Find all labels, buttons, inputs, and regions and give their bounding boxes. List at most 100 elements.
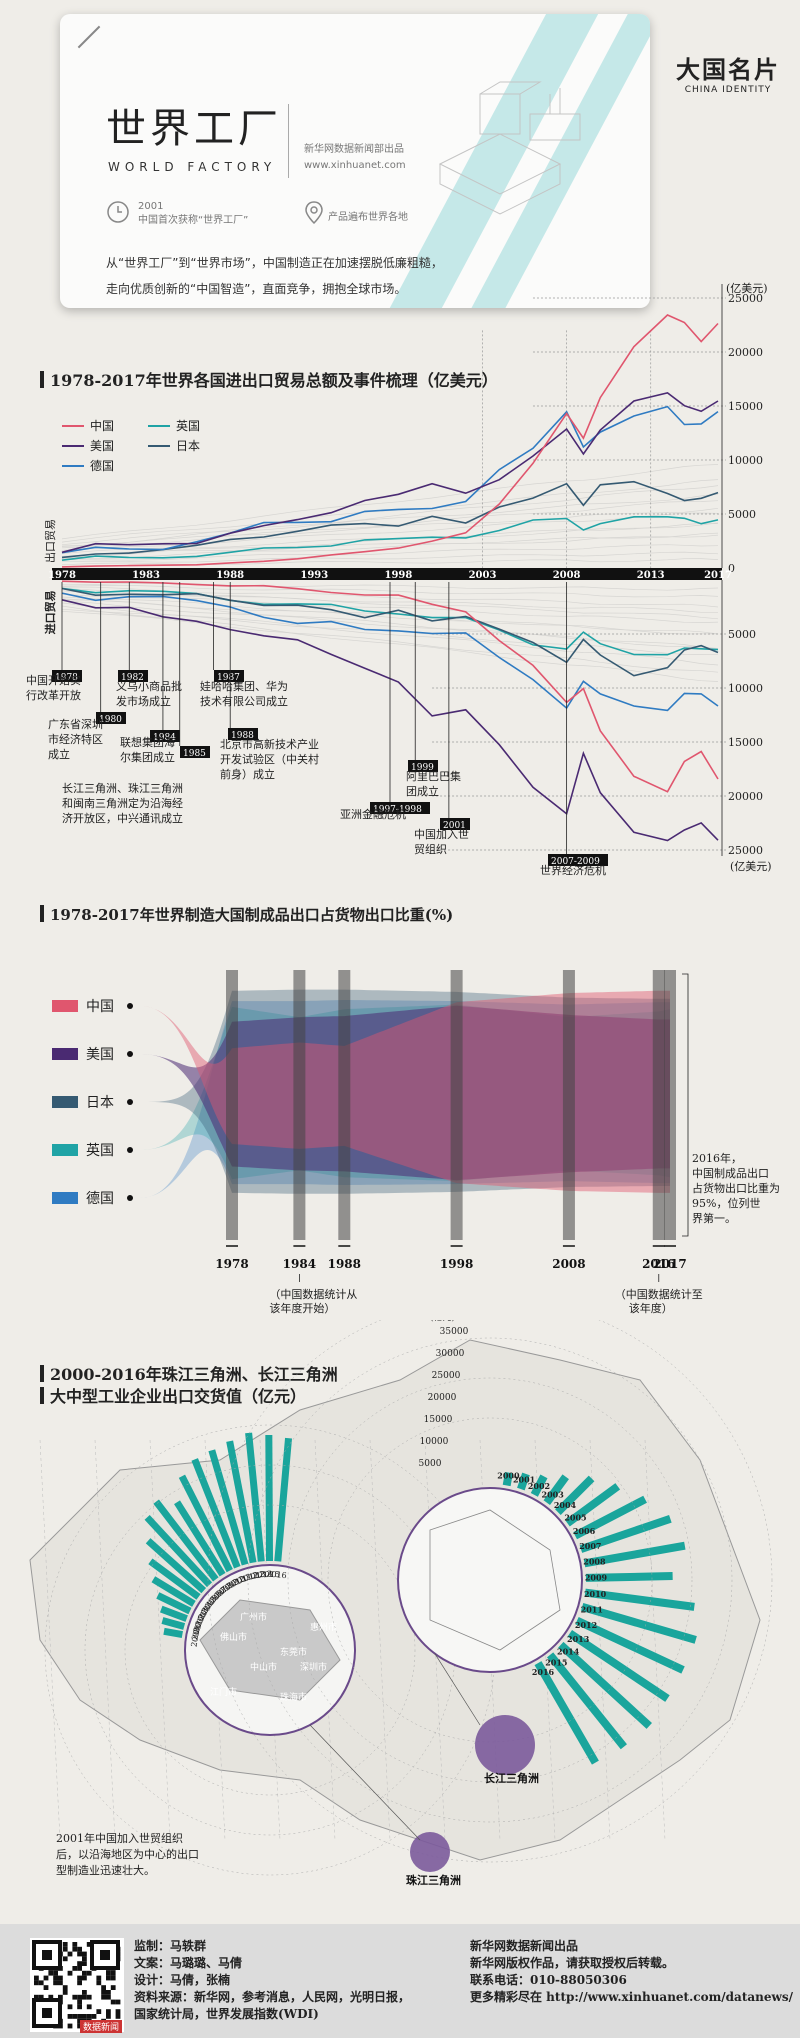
delta-section-title: 2000-2016年珠江三角洲、长江三角洲 大中型工业企业出口交货值（亿元） xyxy=(40,1364,338,1408)
yrd-bar-2001 xyxy=(517,1472,530,1491)
prd-year-label: 2014 xyxy=(252,1569,273,1580)
share-area-美国 xyxy=(140,1005,670,1181)
strand-line xyxy=(61,585,719,598)
y-tick-label: 25000 xyxy=(728,844,763,857)
qr-module xyxy=(72,1994,78,2000)
hero-location: 产品遍布世界各地 xyxy=(328,212,408,223)
qr-module xyxy=(77,1999,82,2005)
export-line-美国 xyxy=(61,392,719,554)
hero-title: 世界工厂 xyxy=(106,106,282,152)
qr-module xyxy=(58,1994,63,2000)
yrd-year-label: 2006 xyxy=(573,1526,596,1536)
event-text: 长江三角洲、珠江三角洲 xyxy=(62,781,183,795)
qr-code[interactable] xyxy=(30,1938,124,2032)
radial-tick-label: 30000 xyxy=(436,1349,465,1359)
import-line-德国 xyxy=(61,592,719,712)
delta-title-line: 2000-2016年珠江三角洲、长江三角洲 xyxy=(50,1365,338,1384)
legend-swatch xyxy=(52,1096,78,1108)
map-grid xyxy=(94,1439,116,1841)
yrd-year-label: 2013 xyxy=(567,1634,590,1644)
strand-line xyxy=(61,600,719,650)
yrd-bar-2012 xyxy=(575,1616,685,1674)
export-line-德国 xyxy=(61,405,719,554)
publisher-text: 新华网数据新闻部出品 xyxy=(304,144,404,155)
legend-swatch xyxy=(52,1000,78,1012)
y-tick-label: 25000 xyxy=(728,292,763,305)
prd-bar-2010 xyxy=(178,1474,233,1573)
year-bar xyxy=(338,970,351,1240)
year-bar xyxy=(652,970,665,1240)
event-year-box xyxy=(96,712,126,724)
connector xyxy=(434,1653,481,1726)
qr-module xyxy=(72,1942,78,1947)
qr-module xyxy=(38,1994,44,2000)
x-tick-label: 1988 xyxy=(216,570,244,581)
legend-dot xyxy=(127,1099,133,1105)
info-line[interactable]: 更多精彩尽在 http://www.xinhuanet.com/datanews… xyxy=(470,1990,793,2004)
event-text: 前身）成立 xyxy=(220,767,275,781)
event-text: 娃哈哈集团、华为 xyxy=(200,679,288,693)
map-grid xyxy=(644,1439,666,1841)
event-text: 广东省深圳 xyxy=(48,718,103,731)
divider xyxy=(288,104,289,178)
yrd-bar-2005 xyxy=(565,1483,621,1527)
year-note: 中国首次获称“世界工厂” xyxy=(138,215,249,226)
qr-module xyxy=(115,1999,121,2005)
yrd-bar-2004 xyxy=(555,1475,595,1515)
strand-line xyxy=(61,602,719,666)
prd-bar-2014 xyxy=(245,1432,265,1562)
prd-location-circle xyxy=(410,1832,450,1872)
clock-icon xyxy=(107,201,129,223)
x-tick-label: 1978 xyxy=(48,570,76,581)
brand-en: CHINA IDENTITY xyxy=(684,85,772,95)
qr-module xyxy=(58,1975,63,1981)
event-text: 行改革开放 xyxy=(26,688,81,702)
x-tick-label: 1993 xyxy=(300,570,328,581)
hero-year-block: 2001 中国首次获称“世界工厂” xyxy=(138,200,248,228)
yrd-bar-2015 xyxy=(546,1652,627,1750)
qr-module xyxy=(77,1975,82,1981)
event-year: 1984 xyxy=(153,733,176,743)
y-tick-label: 20000 xyxy=(728,790,763,803)
note-1984: 该年度开始） xyxy=(269,1301,335,1315)
strand-line xyxy=(61,464,719,540)
yrd-ring xyxy=(207,1320,773,1863)
qr-module xyxy=(77,1946,82,1952)
event-year-box xyxy=(228,728,258,740)
prd-year-label: 2015 xyxy=(259,1570,279,1579)
event-text: 亚洲金融危机 xyxy=(340,807,406,821)
event-year: 1985 xyxy=(183,749,206,759)
event-text: 中国开始实 xyxy=(26,673,81,687)
qr-module xyxy=(106,1970,111,1976)
qr-module xyxy=(82,1990,87,1995)
import-line-英国 xyxy=(61,587,719,656)
prd-bar-2003 xyxy=(156,1592,192,1615)
connector xyxy=(309,1724,421,1841)
qr-module xyxy=(67,2004,73,2010)
x-tick-label: 2003 xyxy=(469,570,497,581)
qr-module xyxy=(86,1994,92,2000)
qr-label: 数据新闻 xyxy=(80,2020,123,2033)
event-text: 北京市高新技术产业 xyxy=(220,737,319,751)
export-line-中国 xyxy=(61,314,719,568)
y-tick-label: 5000 xyxy=(728,628,756,641)
prd-bar-2015 xyxy=(265,1434,274,1562)
year-label: 1978 xyxy=(215,1257,248,1271)
event-year-box xyxy=(214,670,244,682)
hero-subtitle: WORLD FACTORY xyxy=(108,160,277,174)
annotation-bracket xyxy=(682,973,689,1237)
yrd-zoom-circle xyxy=(397,1487,583,1673)
y-tick-label: 10000 xyxy=(728,454,763,467)
upper-axis-label: 出口贸易 xyxy=(43,519,57,563)
event-year: 1997-1998 xyxy=(373,805,422,815)
yrd-year-label: 2005 xyxy=(564,1512,586,1522)
prd-city-label: 广州市 xyxy=(240,1611,267,1623)
qr-module xyxy=(110,1999,116,2005)
brand-logo: 大国名片 CHINA IDENTITY xyxy=(676,50,780,95)
share-section-title: 1978-2017年世界制造大国制成品出口占货物出口比重(%) xyxy=(40,904,453,926)
event-text: 中国加入世 xyxy=(414,828,469,841)
qr-module xyxy=(34,1975,39,1981)
